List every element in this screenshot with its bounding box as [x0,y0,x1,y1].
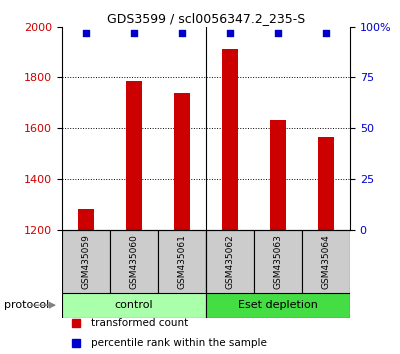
Bar [206,230,254,293]
Bar [206,293,350,318]
Bar [222,50,238,230]
Text: transformed count: transformed count [91,319,188,329]
Text: Eset depletion: Eset depletion [238,300,318,310]
Bar [126,81,142,230]
Bar [318,137,334,230]
Point [275,30,281,35]
Bar [158,230,206,293]
Bar [78,209,94,230]
Text: GSM435062: GSM435062 [226,234,234,289]
Text: control: control [115,300,153,310]
Title: GDS3599 / scl0056347.2_235-S: GDS3599 / scl0056347.2_235-S [107,12,305,25]
Bar [62,230,110,293]
Bar [110,230,158,293]
Point [131,30,137,35]
Bar [302,230,350,293]
Bar [254,230,302,293]
Text: GSM435059: GSM435059 [82,234,90,289]
Point [83,30,89,35]
Text: GSM435063: GSM435063 [274,234,282,289]
Text: protocol: protocol [4,300,49,310]
Point [227,30,233,35]
Text: percentile rank within the sample: percentile rank within the sample [91,337,267,348]
Bar [174,92,190,230]
Bar [62,293,206,318]
Text: GSM435061: GSM435061 [178,234,186,289]
Text: GSM435064: GSM435064 [322,234,330,289]
Point [323,30,329,35]
Point [179,30,185,35]
Bar [270,120,286,230]
Text: GSM435060: GSM435060 [130,234,138,289]
